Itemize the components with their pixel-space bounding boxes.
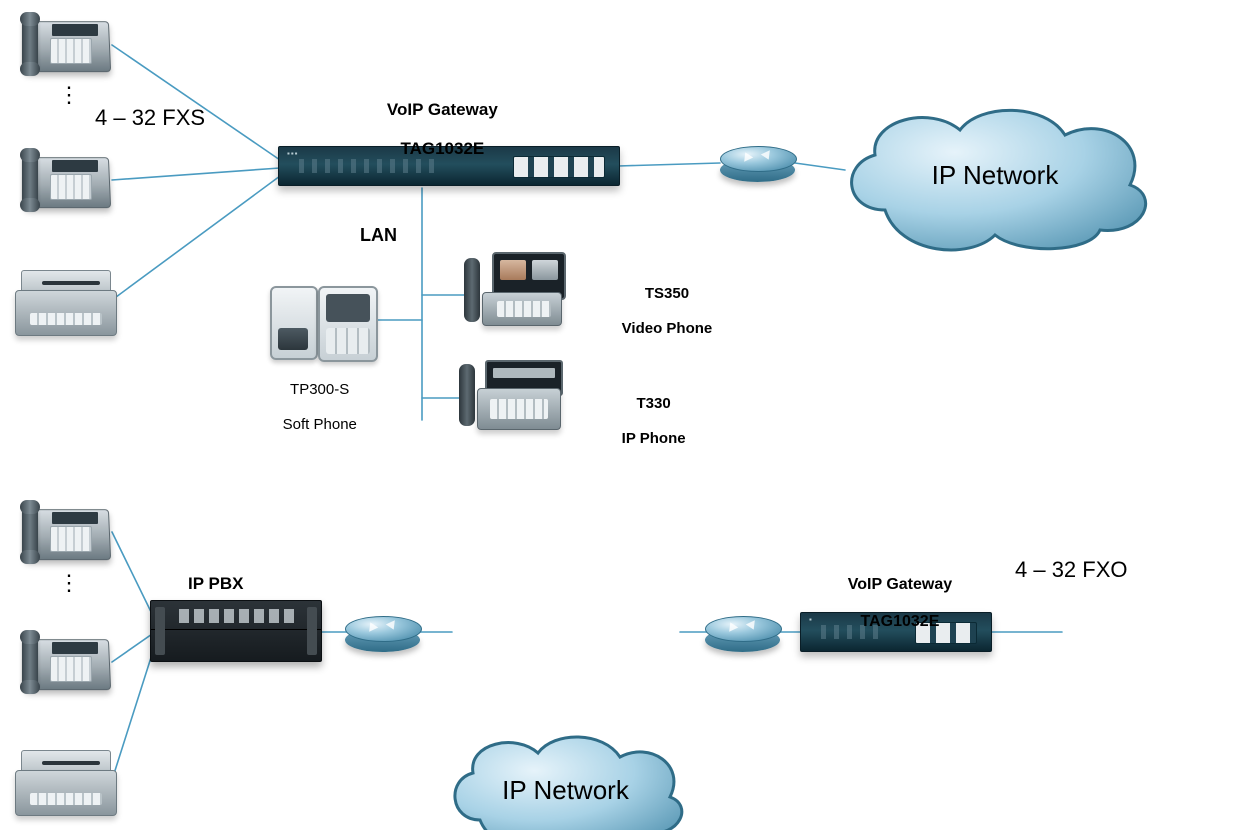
- fxs-ports-label: 4 – 32 FXS: [95, 105, 205, 130]
- video-phone-icon: [460, 252, 565, 330]
- label-line: Soft Phone: [283, 416, 357, 433]
- cloud-icon: IP Network: [438, 725, 693, 830]
- cloud-label: IP Network: [438, 725, 693, 830]
- video-phone-label: TS350 Video Phone: [605, 268, 712, 354]
- label-line: VoIP Gateway: [848, 576, 952, 593]
- ip-pbx-icon: [150, 600, 322, 662]
- router-icon: [345, 610, 420, 655]
- soft-phone-icon: [270, 282, 380, 362]
- desk-phone-icon: [18, 630, 113, 695]
- label-line: TAG1032E: [400, 139, 484, 158]
- router-icon: [705, 610, 780, 655]
- ip-phone-label: T330 IP Phone: [605, 378, 686, 464]
- desk-phone-icon: [18, 500, 113, 565]
- label-line: VoIP Gateway: [387, 100, 498, 119]
- label-line: TP300-S: [290, 381, 349, 398]
- fxo-ports-label: 4 – 32 FXO: [1015, 557, 1128, 582]
- desk-phone-icon: [18, 148, 113, 213]
- gateway-bottom-label: VoIP Gateway TAG1032E: [830, 558, 952, 650]
- router-icon: [720, 140, 795, 185]
- diagram-stage: ⋮ ▪▪▪ IP Network: [0, 0, 1243, 830]
- ip-phone-icon: [457, 360, 562, 435]
- soft-phone-label: TP300-S Soft Phone: [266, 364, 357, 450]
- desk-phone-icon: [18, 12, 113, 77]
- fax-icon: [15, 270, 115, 340]
- fax-icon: [15, 750, 115, 820]
- label-line: TAG1032E: [861, 613, 940, 630]
- label-line: TS350: [645, 285, 689, 302]
- ip-pbx-label: IP PBX: [188, 574, 243, 594]
- cloud-label: IP Network: [830, 95, 1160, 255]
- cloud-icon: IP Network: [830, 95, 1160, 255]
- label-line: T330: [637, 395, 671, 412]
- label-line: Video Phone: [622, 320, 713, 337]
- lan-label: LAN: [360, 225, 397, 246]
- ellipsis-icon: ⋮: [58, 578, 68, 588]
- gateway-top-label: VoIP Gateway TAG1032E: [368, 80, 498, 178]
- ellipsis-icon: ⋮: [58, 90, 68, 100]
- label-line: IP Phone: [622, 430, 686, 447]
